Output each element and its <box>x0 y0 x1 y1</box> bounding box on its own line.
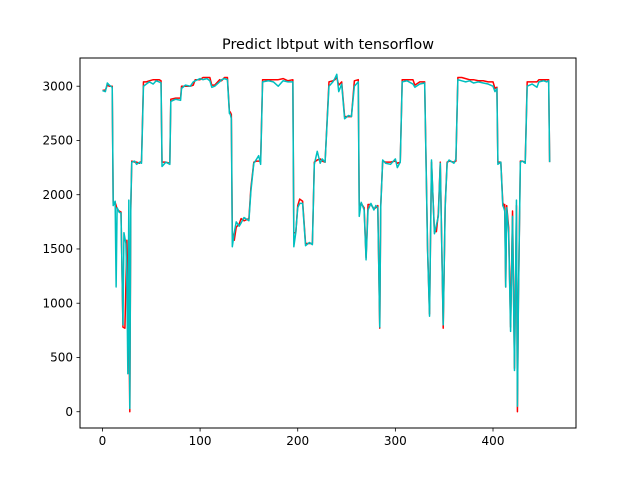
y-tick-label: 2000 <box>42 188 73 202</box>
chart-title: Predict lbtput with tensorflow <box>222 37 434 53</box>
x-tick-label: 100 <box>189 434 212 448</box>
y-tick-label: 2500 <box>42 134 73 148</box>
y-tick-label: 0 <box>65 405 73 419</box>
y-tick-label: 1500 <box>42 242 73 256</box>
series-layer <box>102 73 551 413</box>
x-tick-label: 200 <box>286 434 309 448</box>
x-tick-label: 300 <box>384 434 407 448</box>
x-tick-label: 400 <box>482 434 505 448</box>
series-line-2 <box>102 73 551 410</box>
x-axis: 0 100 200 300 400 <box>99 428 505 448</box>
y-tick-label: 1000 <box>42 296 73 310</box>
plot-frame <box>79 57 577 429</box>
x-tick-label: 0 <box>99 434 107 448</box>
y-axis: 0 500 1000 1500 2000 2500 3000 <box>42 79 80 419</box>
y-tick-label: 500 <box>50 351 73 365</box>
y-tick-label: 3000 <box>42 79 73 93</box>
